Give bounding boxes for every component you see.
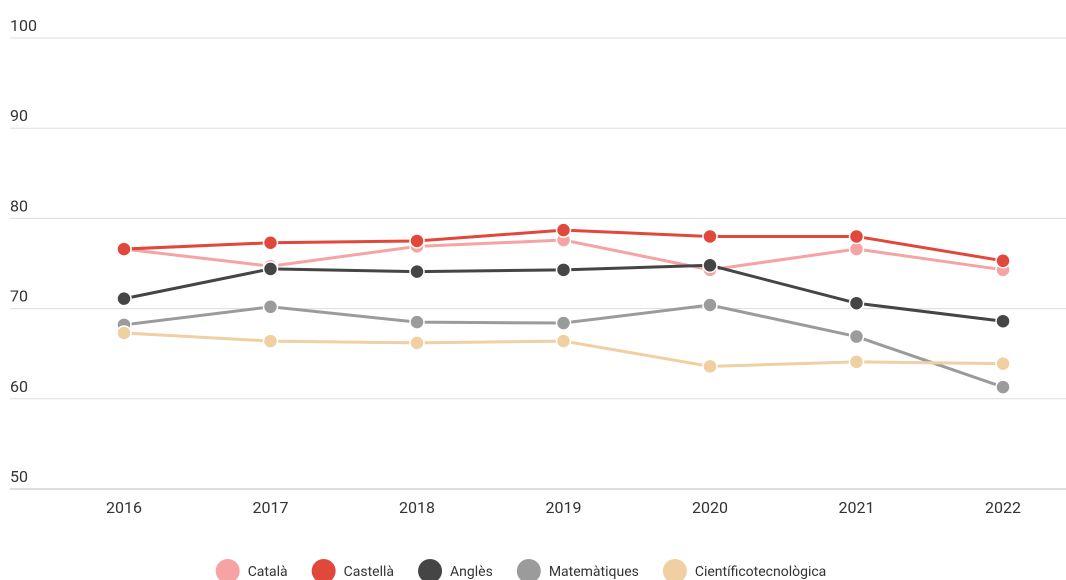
point xyxy=(409,335,425,351)
point xyxy=(116,290,132,307)
point xyxy=(995,355,1011,372)
legend-swatch xyxy=(215,559,240,580)
y-tick-label: 50 xyxy=(10,467,28,486)
y-tick-label: 60 xyxy=(10,377,28,396)
point xyxy=(409,314,425,330)
x-tick-label: 2020 xyxy=(692,498,728,517)
legend-swatch xyxy=(662,559,687,580)
y-tick-label: 70 xyxy=(10,287,28,306)
point xyxy=(409,263,425,280)
point xyxy=(702,257,718,274)
x-tick-label: 2019 xyxy=(546,498,582,517)
point xyxy=(995,253,1011,269)
legend-label: Castellà xyxy=(344,564,394,580)
point xyxy=(262,333,279,349)
x-tick-label: 2021 xyxy=(839,498,875,517)
x-tick-label: 2016 xyxy=(106,498,142,517)
legend-label: Català xyxy=(248,564,288,580)
point xyxy=(555,262,572,278)
y-tick-label: 100 xyxy=(10,16,37,35)
y-tick-label: 80 xyxy=(10,196,28,215)
legend-swatch xyxy=(418,559,443,580)
point xyxy=(262,261,279,277)
x-tick-label: 2017 xyxy=(253,498,289,517)
x-tick-label: 2018 xyxy=(399,498,435,517)
point xyxy=(848,295,865,311)
y-tick-label: 90 xyxy=(10,106,28,125)
point xyxy=(702,358,718,375)
point xyxy=(262,235,279,251)
x-tick-label: 2022 xyxy=(985,498,1021,517)
point xyxy=(116,325,132,341)
legend-label: Anglès xyxy=(450,564,493,580)
point xyxy=(409,233,425,249)
point xyxy=(995,379,1011,395)
point xyxy=(555,333,572,349)
legend-label: Científicotecnològica xyxy=(695,564,826,580)
point xyxy=(848,228,865,245)
point xyxy=(848,328,865,345)
point xyxy=(702,297,718,313)
legend-swatch xyxy=(311,559,336,580)
point xyxy=(995,313,1011,329)
point xyxy=(116,241,132,257)
legend-swatch xyxy=(516,559,541,580)
point xyxy=(848,354,865,370)
point xyxy=(555,315,572,331)
legend-label: Matemàtiques xyxy=(549,564,639,580)
point xyxy=(702,228,718,245)
point xyxy=(555,222,572,238)
point xyxy=(262,299,279,315)
